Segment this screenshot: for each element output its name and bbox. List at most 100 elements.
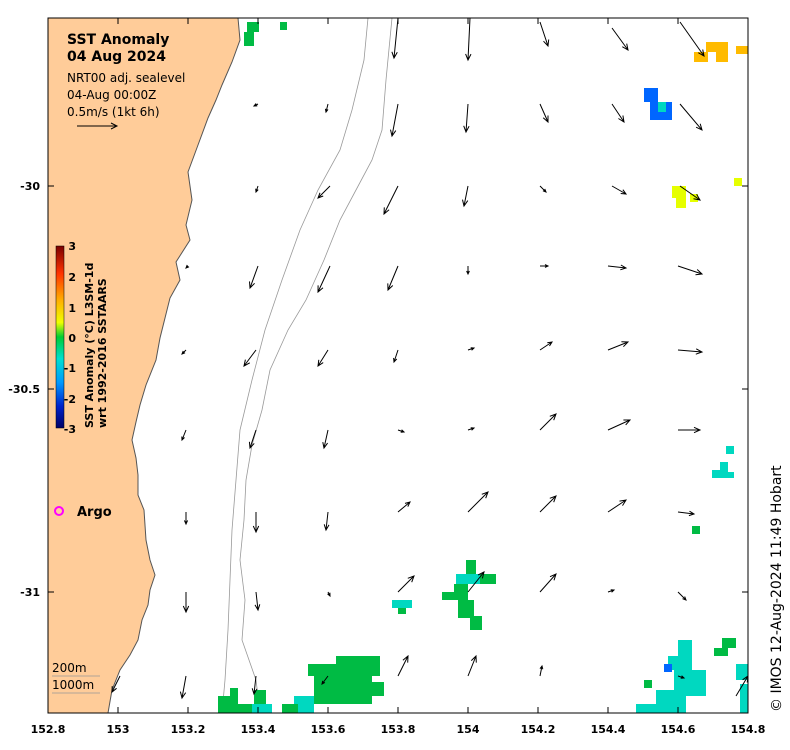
- current-arrow: [182, 592, 190, 614]
- x-tick-label: 153.4: [241, 723, 276, 736]
- anomaly-pixel: [694, 52, 708, 62]
- anomaly-pixel: [736, 664, 748, 680]
- current-arrow: [397, 429, 406, 433]
- current-arrow: [111, 675, 121, 694]
- anomaly-pixel: [398, 608, 406, 614]
- current-arrow: [390, 103, 399, 138]
- anomaly-pixel: [470, 616, 482, 630]
- current-arrow: [252, 512, 260, 534]
- anomaly-pixel: [458, 600, 474, 618]
- current-arrow: [181, 429, 187, 442]
- axis-ticks: [47, 18, 749, 713]
- anomaly-pixel: [672, 186, 686, 198]
- anomaly-pixel: [218, 696, 238, 713]
- current-arrow: [251, 675, 258, 696]
- current-vectors: [111, 18, 748, 700]
- colorbar-tick: 0: [68, 332, 76, 345]
- coastline: [107, 18, 241, 713]
- colorbar-tick: -2: [64, 393, 76, 406]
- anomaly-pixel: [372, 682, 384, 696]
- y-tick-label: -30: [20, 180, 40, 193]
- anomaly-pixel: [244, 32, 254, 46]
- current-arrow: [183, 512, 189, 526]
- colorbar: [55, 245, 65, 429]
- x-tick-label: 154.4: [591, 723, 626, 736]
- current-arrow: [539, 664, 544, 677]
- y-tick-label: -30.5: [8, 383, 40, 396]
- current-arrow: [539, 103, 549, 124]
- current-arrow: [677, 265, 704, 276]
- current-arrow: [677, 675, 686, 679]
- current-arrow: [327, 591, 331, 598]
- current-arrow: [387, 265, 399, 292]
- colorbar-tick: 2: [68, 271, 76, 284]
- current-arrow: [539, 413, 557, 431]
- colorbar-tick: -3: [64, 423, 76, 436]
- anomaly-pixel: [734, 178, 742, 186]
- current-arrow: [463, 103, 470, 134]
- current-arrow: [254, 591, 261, 612]
- current-arrow: [607, 499, 628, 513]
- current-arrow: [679, 103, 703, 131]
- current-arrow: [465, 18, 472, 62]
- current-arrow: [383, 185, 399, 216]
- anomaly-pixel: [714, 648, 728, 656]
- anomaly-pixel: [308, 664, 342, 676]
- argo-label: Argo: [77, 505, 112, 520]
- colorbar-tick: -1: [64, 362, 76, 375]
- current-arrow: [317, 185, 331, 199]
- current-arrow: [249, 265, 259, 290]
- current-arrow: [677, 510, 696, 517]
- current-arrow: [611, 27, 629, 51]
- anomaly-pixel: [728, 472, 734, 478]
- subtitle-time: 04-Aug 00:00Z: [67, 88, 156, 102]
- current-arrow: [467, 571, 485, 593]
- anomaly-pixel: [644, 88, 658, 102]
- current-arrow: [462, 185, 469, 208]
- current-arrow: [467, 491, 489, 513]
- current-arrow: [607, 341, 630, 351]
- anomaly-pixel: [254, 690, 266, 704]
- current-arrow: [539, 495, 557, 513]
- anomaly-pixel: [456, 574, 486, 584]
- anomaly-pixel: [736, 46, 748, 54]
- current-arrow: [321, 675, 329, 685]
- current-arrow: [679, 185, 701, 201]
- current-arrow: [317, 349, 329, 368]
- x-tick-label: 154.2: [521, 723, 556, 736]
- current-arrow: [243, 349, 257, 367]
- current-arrow: [317, 265, 331, 294]
- map-date: 04 Aug 2024: [67, 49, 166, 65]
- anomaly-pixel: [252, 704, 272, 713]
- current-arrow: [539, 21, 550, 48]
- anomaly-pixel: [692, 526, 700, 534]
- current-arrow: [677, 348, 704, 355]
- anomaly-pixel: [466, 560, 476, 574]
- current-arrow: [181, 349, 187, 355]
- anomaly-pixel: [712, 470, 728, 478]
- credit-text: © IMOS 12-Aug-2024 11:49 Hobart: [769, 465, 785, 712]
- colorbar-tick: 3: [68, 240, 76, 253]
- depth-contour-1000m: [239, 18, 393, 713]
- anomaly-pixel: [658, 102, 666, 112]
- anomaly-pixel: [238, 704, 252, 713]
- current-arrow: [391, 18, 399, 60]
- subtitle-sealevel: NRT00 adj. sealevel: [67, 71, 185, 85]
- anomaly-pixel: [247, 22, 259, 32]
- current-arrow: [397, 575, 415, 593]
- current-arrow: [467, 347, 476, 351]
- anomaly-pixel: [442, 592, 458, 600]
- depth-label-200m: 200m: [52, 661, 87, 675]
- x-tick-label: 153.6: [311, 723, 346, 736]
- current-arrow: [611, 103, 625, 124]
- current-arrow: [322, 429, 329, 450]
- current-arrow: [252, 103, 259, 107]
- x-tick-label: 154.6: [661, 723, 696, 736]
- current-arrow: [679, 21, 705, 57]
- anomaly-pixel: [720, 462, 728, 470]
- map-title: SST Anomaly: [67, 32, 169, 48]
- anomaly-pixel: [716, 52, 728, 62]
- depth-label-1000m: 1000m: [52, 678, 94, 692]
- current-arrow: [324, 103, 329, 114]
- anomaly-pixel: [454, 584, 468, 600]
